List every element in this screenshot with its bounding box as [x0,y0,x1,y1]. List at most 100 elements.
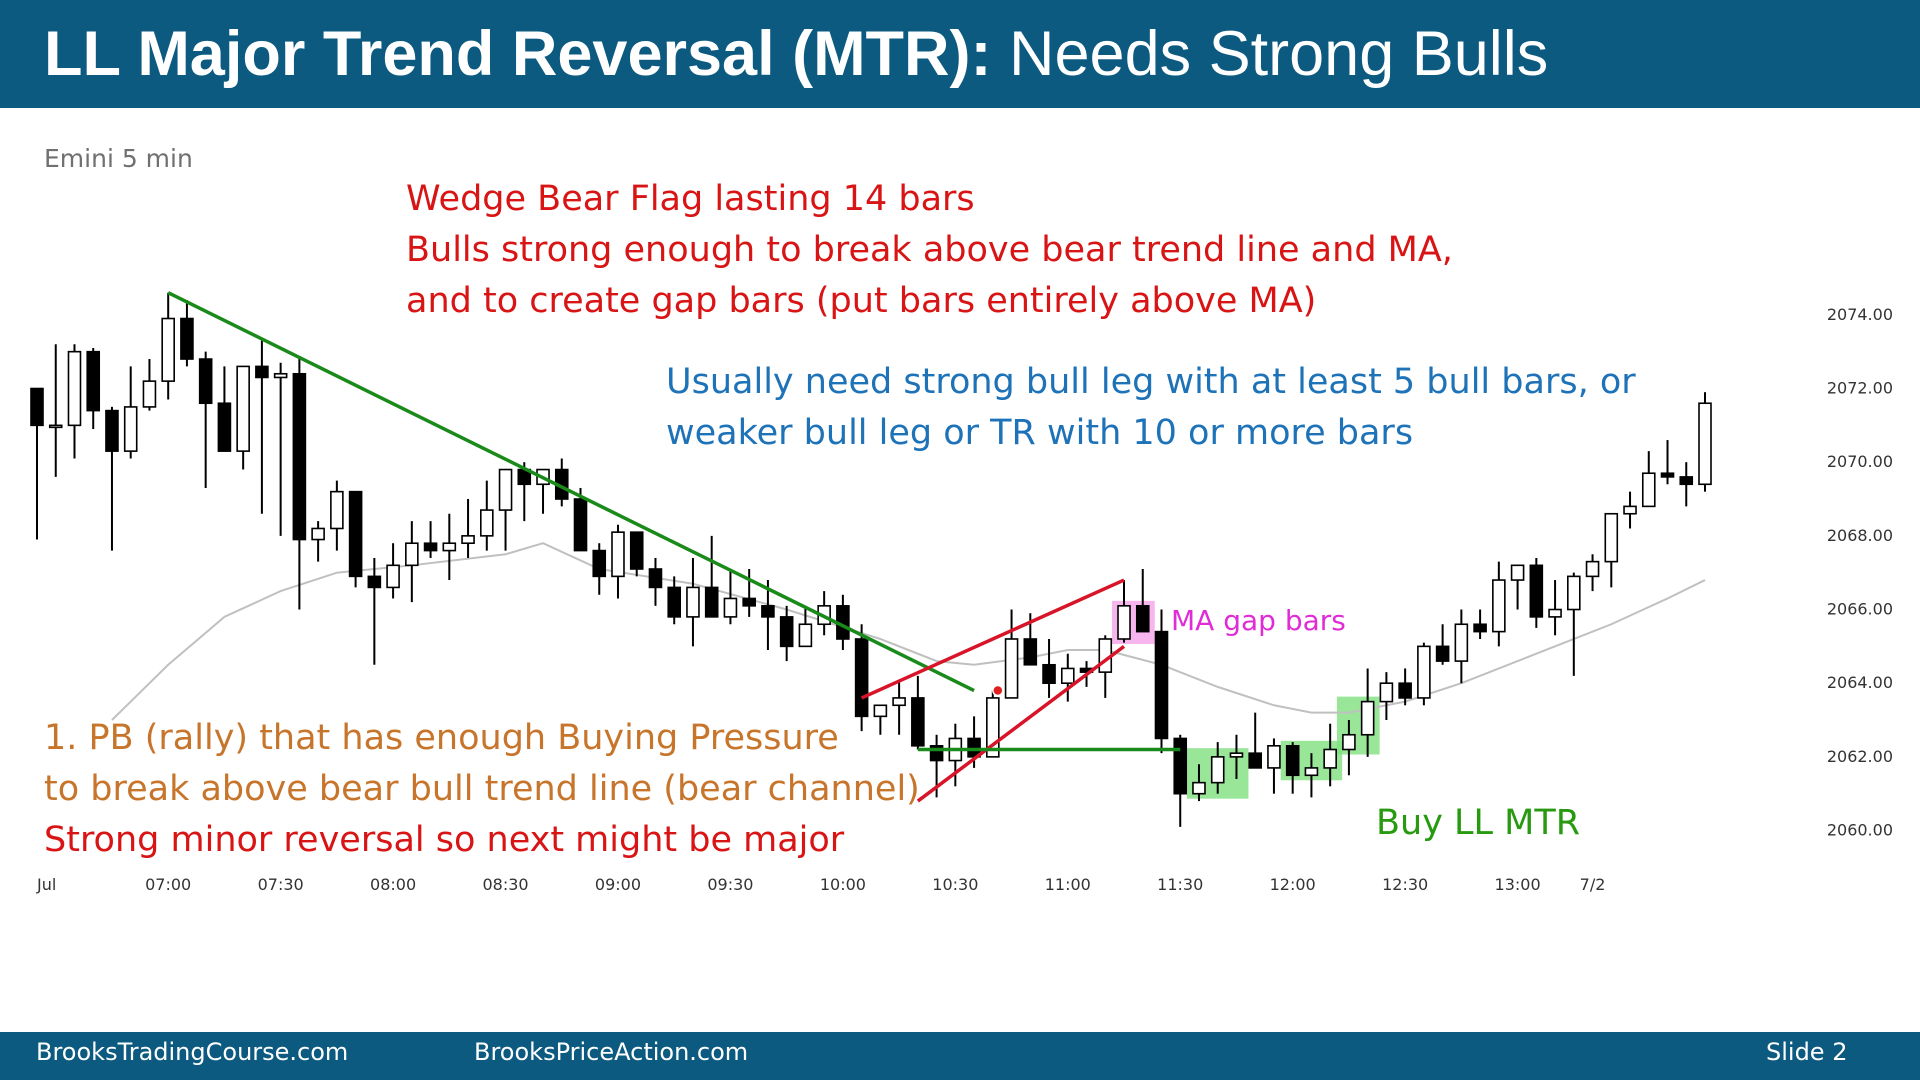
candle-body [686,586,700,618]
candle-body [1529,564,1544,618]
y-axis-tick-label: 2066.00 [1827,600,1893,619]
x-axis-tick-label: 07:00 [145,875,191,894]
footer-left-link[interactable]: BrooksTradingCourse.com [36,1038,349,1066]
candle-body [1510,564,1525,581]
x-axis-tick-label: 08:00 [370,875,416,894]
candle-body [105,409,119,452]
annotation-wedge-bear-flag: Wedge Bear Flag lasting 14 bars Bulls st… [406,174,1453,327]
candle-body [236,365,250,452]
candle-body [1698,402,1712,486]
candle-body [367,575,382,589]
candle-body [1285,745,1300,777]
x-axis-tick-label: 08:30 [482,875,528,894]
candle-body [1660,472,1675,478]
wedge-upper-line [860,578,1125,700]
candle-body [704,586,719,618]
candle-body [1192,781,1206,795]
candle-body [648,568,663,589]
footer-middle-link[interactable]: BrooksPriceAction.com [474,1038,749,1066]
candle-body [142,380,157,408]
slide-title: LL Major Trend Reversal (MTR): Needs Str… [44,14,1548,94]
annotation-usually-need: Usually need strong bull leg with at lea… [666,357,1636,459]
candle-body [854,638,869,718]
x-axis-tick-label: 7/2 [1580,875,1606,894]
candle-body [892,697,906,707]
candle-body [573,498,588,552]
candle-body [86,350,101,412]
candle-body [1117,605,1131,640]
candle-body [1060,667,1075,684]
chart-label: Emini 5 min [44,144,193,173]
candle-body [1229,752,1244,758]
x-axis-tick-label: 11:30 [1157,875,1203,894]
candle-body [667,586,682,618]
x-axis-tick-label: 12:00 [1270,875,1316,894]
candle-body [348,490,363,578]
annotation-strong-minor: Strong minor reversal so next might be m… [44,820,845,860]
candle-body [1342,733,1356,751]
bear-trend-line [167,291,975,693]
candle-body [1492,579,1506,633]
candle-body [386,564,400,589]
slide-title-rest: Needs Strong Bulls [991,19,1549,89]
candle-body [123,406,138,452]
x-axis-tick-label: 12:30 [1382,875,1428,894]
candle-body [1304,767,1319,777]
title-bar: LL Major Trend Reversal (MTR): Needs Str… [0,0,1920,108]
annotation-usually-line-1: Usually need strong bull leg with at lea… [666,362,1636,402]
candle-body [217,402,232,452]
candle-body [1042,663,1056,684]
candle-body [1454,623,1469,662]
candle-body [292,372,307,541]
candle-body [723,597,738,618]
candle-body [1267,745,1281,769]
candle-body [273,372,288,379]
candle-body [67,350,82,427]
candle-body [779,616,794,648]
candle-body [1641,472,1656,508]
candle-body [1323,748,1337,769]
x-axis-tick-label: Jul [36,875,56,894]
candle-body [1379,682,1394,703]
x-axis-tick-label: 09:30 [707,875,753,894]
annotation-pb-line-1: 1. PB (rally) that has enough Buying Pre… [44,718,839,758]
candle-body [330,490,344,530]
y-axis-tick-label: 2070.00 [1827,452,1893,471]
candle-body [311,527,325,541]
x-axis-tick-label: 10:30 [932,875,978,894]
y-axis-tick-label: 2064.00 [1827,673,1893,692]
annotation-usually-line-2: weaker bull leg or TR with 10 or more ba… [666,413,1414,453]
wedge-lower-line [916,644,1126,803]
candle-body [611,531,625,578]
x-axis-tick-label: 09:00 [595,875,641,894]
candle-body [1567,575,1581,611]
y-axis-tick-label: 2062.00 [1827,747,1893,766]
annotation-wedge-line-2: Bulls strong enough to break above bear … [406,230,1453,270]
candle-body [1154,630,1169,740]
candle-body [1173,737,1188,795]
candle-body [1023,638,1038,666]
y-axis-tick-label: 2074.00 [1827,305,1893,324]
candle-body [1398,682,1412,699]
cursor-marker-dot [992,684,1004,697]
x-axis-tick-label: 13:00 [1495,875,1541,894]
candle-body [1248,752,1263,769]
candle-body [742,597,756,607]
candlestick-chart: 2060.00 2062.00 2064.00 2066.00 2068.00 2070.… [30,291,1893,894]
candle-body [255,365,269,379]
candle-body [498,468,513,511]
slide-number: Slide 2 [1766,1038,1848,1066]
candle-body [1004,638,1019,699]
x-axis-tick-label: 10:00 [820,875,866,894]
candle-body [30,387,44,427]
candle-body [1435,645,1450,662]
candle-body [1548,608,1562,618]
candle-body [1604,512,1619,563]
candle-body [1417,645,1431,699]
candle-body [911,697,925,747]
candle-body [1210,756,1225,784]
annotation-buy-ll-mtr: Buy LL MTR [1376,803,1581,843]
candle-body [873,704,888,718]
candle-body [1473,623,1487,633]
candle-body [761,605,775,618]
